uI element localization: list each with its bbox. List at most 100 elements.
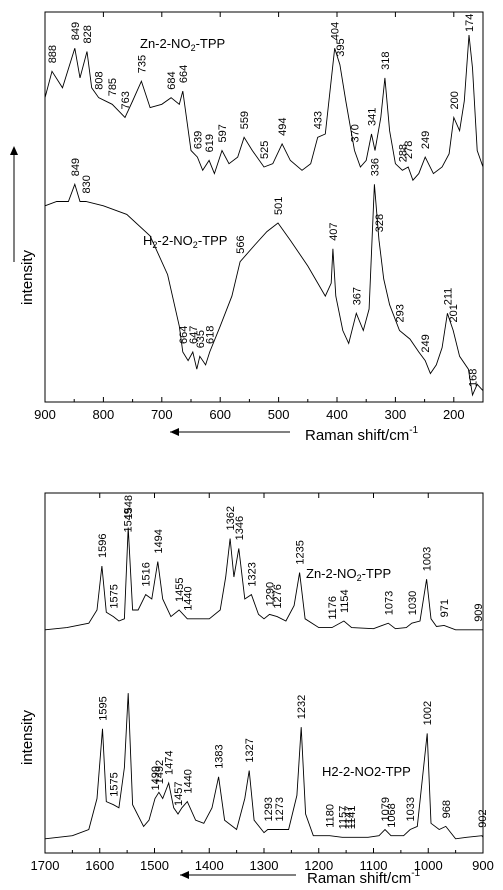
peak-label: 395 bbox=[335, 38, 347, 56]
peak-label: 249 bbox=[420, 131, 432, 149]
peak-label: 404 bbox=[330, 22, 342, 40]
peak-label: 293 bbox=[394, 304, 406, 322]
series-label: Zn-2-NO2-TPP bbox=[306, 566, 391, 583]
peak-label: 849 bbox=[70, 22, 82, 40]
peak-label: 370 bbox=[350, 124, 362, 142]
y-axis-label: intensity bbox=[19, 709, 36, 765]
peak-label: 367 bbox=[351, 287, 363, 305]
peak-label: 249 bbox=[420, 334, 432, 352]
x-tick-label: 300 bbox=[385, 407, 407, 422]
peak-label: 1176 bbox=[327, 596, 339, 620]
peak-label: 1516 bbox=[141, 562, 153, 586]
peak-label: 1276 bbox=[272, 584, 284, 608]
x-tick-label: 200 bbox=[443, 407, 465, 422]
peak-label: 763 bbox=[120, 91, 132, 109]
peak-label: 566 bbox=[235, 235, 247, 253]
x-axis-label: Raman shift/cm-1 bbox=[307, 868, 421, 887]
peak-label: 597 bbox=[217, 124, 229, 142]
peak-label: 808 bbox=[94, 71, 106, 89]
peak-label: 1073 bbox=[383, 591, 395, 615]
x-tick-label: 600 bbox=[209, 407, 231, 422]
peak-label: 1327 bbox=[244, 738, 256, 762]
x-tick-label: 1700 bbox=[31, 858, 60, 873]
peak-label: 174 bbox=[464, 14, 476, 32]
peak-label: 525 bbox=[259, 141, 271, 159]
peak-label: 1548 bbox=[123, 495, 135, 519]
peak-label: 1494 bbox=[153, 529, 165, 553]
intensity-arrow-head bbox=[10, 146, 18, 155]
peak-label: 328 bbox=[374, 214, 386, 232]
peak-label: 1003 bbox=[422, 547, 434, 571]
x-tick-label: 1300 bbox=[250, 858, 279, 873]
peak-label: 1033 bbox=[405, 797, 417, 821]
peak-label: 902 bbox=[477, 809, 489, 827]
x-tick-label: 1600 bbox=[85, 858, 114, 873]
series-label: H2-2-NO2-TPP bbox=[143, 233, 227, 250]
spectrum-line-h2 bbox=[45, 184, 483, 395]
peak-label: 909 bbox=[473, 603, 485, 621]
x-tick-label: 1500 bbox=[140, 858, 169, 873]
bottom-panel: 1700160015001400130012001100100090015961… bbox=[19, 493, 494, 887]
peak-label: 785 bbox=[107, 78, 119, 96]
peak-label: 211 bbox=[442, 288, 454, 306]
peak-label: 1235 bbox=[295, 540, 307, 564]
peak-label: 1575 bbox=[108, 584, 120, 608]
peak-label: 1595 bbox=[97, 696, 109, 720]
peak-label: 830 bbox=[81, 175, 93, 193]
peak-label: 618 bbox=[205, 326, 217, 344]
peak-label: 559 bbox=[239, 111, 251, 129]
series-label: Zn-2-NO2-TPP bbox=[140, 36, 225, 53]
peak-label: 501 bbox=[273, 197, 285, 215]
peak-label: 1273 bbox=[274, 797, 286, 821]
peak-label: 888 bbox=[47, 45, 59, 63]
peak-label: 619 bbox=[204, 134, 216, 152]
x-tick-label: 400 bbox=[326, 407, 348, 422]
plot-frame bbox=[45, 12, 483, 402]
peak-label: 1030 bbox=[407, 591, 419, 615]
arrow-head bbox=[170, 428, 179, 436]
peak-label: 968 bbox=[441, 800, 453, 818]
peak-label: 1383 bbox=[214, 744, 226, 768]
peak-label: 168 bbox=[467, 369, 479, 387]
peak-label: 200 bbox=[449, 91, 461, 109]
peak-label: 1141 bbox=[346, 806, 358, 830]
peak-label: 407 bbox=[328, 222, 340, 240]
peak-label: 684 bbox=[166, 71, 178, 89]
x-axis-label: Raman shift/cm-1 bbox=[305, 425, 419, 444]
peak-label: 1323 bbox=[246, 562, 258, 586]
peak-label: 971 bbox=[439, 599, 451, 617]
peak-label: 1068 bbox=[386, 803, 398, 827]
top-panel: 9008007006005004003002008888498288087857… bbox=[10, 12, 483, 444]
peak-label: 336 bbox=[369, 158, 381, 176]
x-tick-label: 700 bbox=[151, 407, 173, 422]
series-label: H2-2-NO2-TPP bbox=[322, 764, 411, 779]
peak-label: 1440 bbox=[182, 586, 194, 610]
peak-label: 494 bbox=[277, 118, 289, 136]
y-axis-label: intensity bbox=[19, 249, 36, 305]
arrow-head bbox=[180, 871, 189, 879]
peak-label: 828 bbox=[82, 25, 94, 43]
peak-label: 201 bbox=[448, 304, 460, 322]
peak-label: 664 bbox=[178, 65, 190, 83]
peak-label: 1232 bbox=[296, 695, 308, 719]
peak-label: 1474 bbox=[164, 751, 176, 775]
x-tick-label: 800 bbox=[93, 407, 115, 422]
peak-label: 1596 bbox=[97, 534, 109, 558]
peak-label: 1180 bbox=[325, 804, 337, 828]
peak-label: 341 bbox=[366, 108, 378, 126]
peak-label: 639 bbox=[192, 131, 204, 149]
peak-label: 1575 bbox=[108, 772, 120, 796]
peak-label: 1002 bbox=[422, 701, 434, 725]
peak-label: 318 bbox=[380, 52, 392, 70]
x-tick-label: 900 bbox=[34, 407, 56, 422]
peak-label: 278 bbox=[403, 141, 415, 159]
x-tick-label: 1400 bbox=[195, 858, 224, 873]
peak-label: 849 bbox=[70, 158, 82, 176]
x-tick-label: 900 bbox=[472, 858, 494, 873]
peak-label: 1346 bbox=[234, 516, 246, 540]
peak-label: 735 bbox=[136, 55, 148, 73]
peak-label: 433 bbox=[313, 111, 325, 129]
x-tick-label: 500 bbox=[268, 407, 290, 422]
peak-label: 1440 bbox=[182, 769, 194, 793]
